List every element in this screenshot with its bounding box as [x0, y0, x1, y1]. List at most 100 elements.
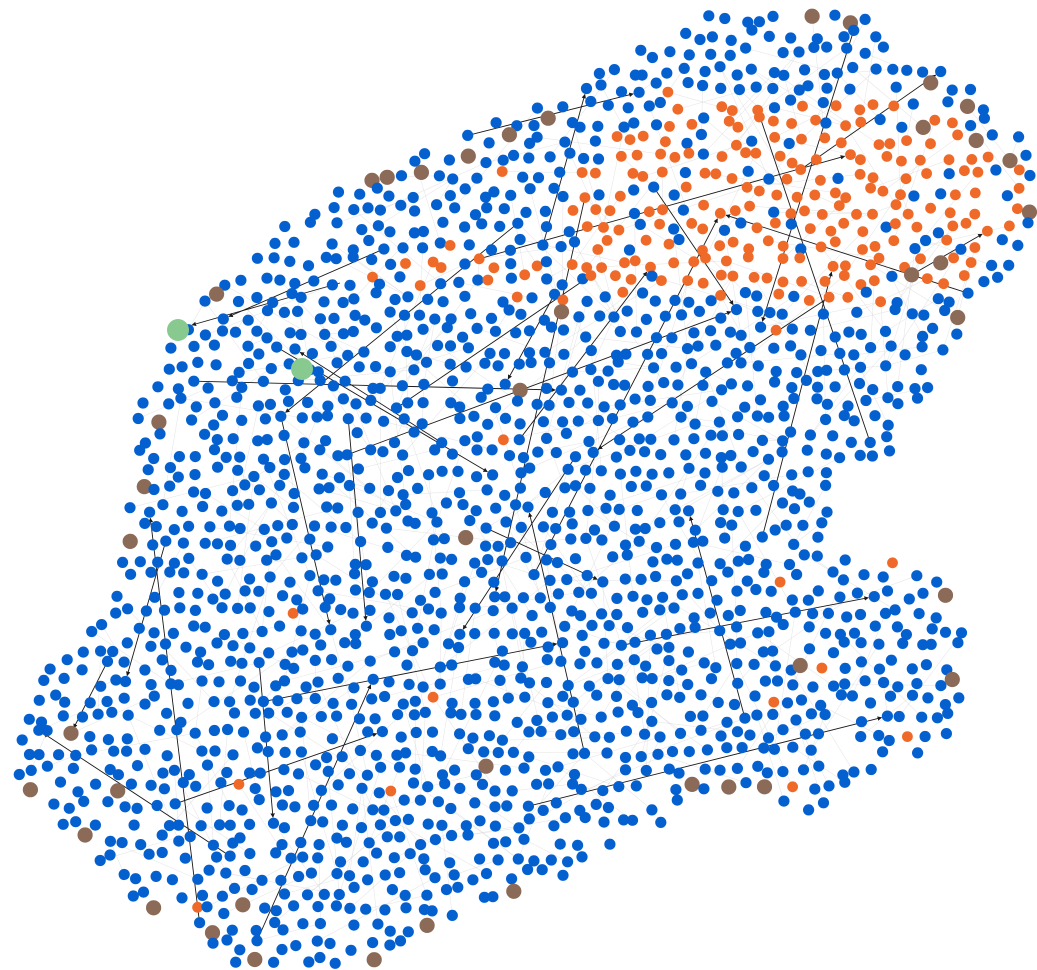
node-main[interactable]: [252, 435, 264, 447]
node-main[interactable]: [274, 620, 286, 632]
node-main[interactable]: [497, 154, 509, 166]
node-main[interactable]: [776, 308, 788, 320]
node-main[interactable]: [172, 679, 184, 691]
node-main[interactable]: [528, 569, 540, 581]
node-main[interactable]: [452, 641, 465, 654]
node-main[interactable]: [592, 153, 605, 165]
node-main[interactable]: [156, 846, 168, 859]
node-main[interactable]: [860, 286, 872, 298]
node-orange[interactable]: [865, 182, 876, 194]
node-main[interactable]: [751, 709, 763, 721]
node-main[interactable]: [264, 461, 276, 474]
node-orange[interactable]: [901, 135, 912, 147]
node-orange[interactable]: [1004, 220, 1015, 232]
node-main[interactable]: [414, 594, 427, 606]
node-green[interactable]: [291, 358, 313, 380]
node-orange[interactable]: [838, 270, 850, 281]
node-main[interactable]: [715, 517, 727, 529]
node-orange[interactable]: [557, 294, 569, 306]
node-main[interactable]: [260, 731, 272, 743]
node-orange[interactable]: [637, 130, 649, 142]
node-main[interactable]: [917, 66, 929, 78]
node-main[interactable]: [545, 539, 557, 551]
node-main[interactable]: [344, 902, 356, 915]
node-main[interactable]: [270, 549, 282, 561]
node-main[interactable]: [304, 216, 316, 228]
node-main[interactable]: [432, 339, 444, 352]
node-main[interactable]: [561, 709, 573, 721]
node-main[interactable]: [398, 794, 410, 806]
node-main[interactable]: [674, 727, 687, 740]
node-orange[interactable]: [948, 252, 959, 264]
node-main[interactable]: [383, 676, 395, 688]
node-orange[interactable]: [873, 252, 885, 264]
node-main[interactable]: [332, 186, 345, 198]
node-main[interactable]: [834, 347, 846, 359]
node-main[interactable]: [360, 559, 372, 571]
node-main[interactable]: [343, 479, 355, 492]
node-main[interactable]: [435, 750, 447, 762]
node-main[interactable]: [717, 504, 729, 516]
node-main[interactable]: [614, 325, 626, 338]
node-brown[interactable]: [950, 309, 966, 326]
node-main[interactable]: [768, 102, 781, 114]
node-main[interactable]: [724, 638, 736, 650]
node-main[interactable]: [812, 365, 824, 378]
node-main[interactable]: [811, 33, 823, 45]
node-main[interactable]: [758, 742, 770, 754]
node-main[interactable]: [217, 313, 229, 325]
node-main[interactable]: [550, 797, 562, 809]
node-main[interactable]: [401, 345, 413, 358]
node-main[interactable]: [735, 329, 747, 341]
node-main[interactable]: [288, 900, 300, 912]
node-main[interactable]: [951, 328, 963, 340]
node-main[interactable]: [364, 655, 376, 667]
node-main[interactable]: [371, 847, 383, 859]
node-main[interactable]: [377, 446, 389, 458]
node-main[interactable]: [380, 522, 392, 534]
node-main[interactable]: [752, 305, 764, 317]
node-main[interactable]: [139, 517, 151, 530]
node-main[interactable]: [926, 623, 938, 635]
node-main[interactable]: [786, 323, 798, 335]
node-main[interactable]: [432, 796, 444, 808]
node-main[interactable]: [666, 746, 679, 758]
node-main[interactable]: [395, 625, 407, 637]
node-main[interactable]: [304, 570, 316, 582]
node-main[interactable]: [522, 800, 535, 812]
node-main[interactable]: [444, 190, 456, 202]
node-main[interactable]: [602, 673, 614, 685]
node-main[interactable]: [637, 287, 649, 299]
node-main[interactable]: [523, 347, 536, 359]
node-main[interactable]: [479, 357, 491, 369]
node-main[interactable]: [576, 629, 588, 642]
node-orange[interactable]: [947, 117, 958, 129]
node-main[interactable]: [408, 227, 420, 239]
node-orange[interactable]: [815, 241, 827, 253]
node-main[interactable]: [566, 605, 578, 617]
node-main[interactable]: [704, 607, 716, 619]
node-brown[interactable]: [933, 255, 949, 271]
node-main[interactable]: [199, 487, 212, 500]
node-main[interactable]: [104, 835, 116, 847]
node-main[interactable]: [176, 892, 188, 904]
node-main[interactable]: [452, 465, 464, 477]
node-orange[interactable]: [742, 251, 754, 263]
node-main[interactable]: [150, 521, 162, 533]
node-main[interactable]: [341, 449, 353, 461]
node-main[interactable]: [252, 400, 264, 412]
node-main[interactable]: [597, 785, 609, 797]
node-main[interactable]: [714, 625, 726, 637]
node-main[interactable]: [133, 622, 145, 634]
node-orange[interactable]: [729, 205, 741, 217]
node-orange[interactable]: [795, 164, 807, 175]
node-main[interactable]: [528, 119, 540, 132]
node-main[interactable]: [802, 594, 815, 606]
node-orange[interactable]: [567, 205, 579, 216]
node-main[interactable]: [703, 10, 715, 22]
node-main[interactable]: [896, 121, 908, 133]
node-main[interactable]: [362, 726, 374, 738]
node-main[interactable]: [256, 625, 268, 638]
node-main[interactable]: [695, 724, 707, 736]
node-main[interactable]: [807, 608, 819, 620]
